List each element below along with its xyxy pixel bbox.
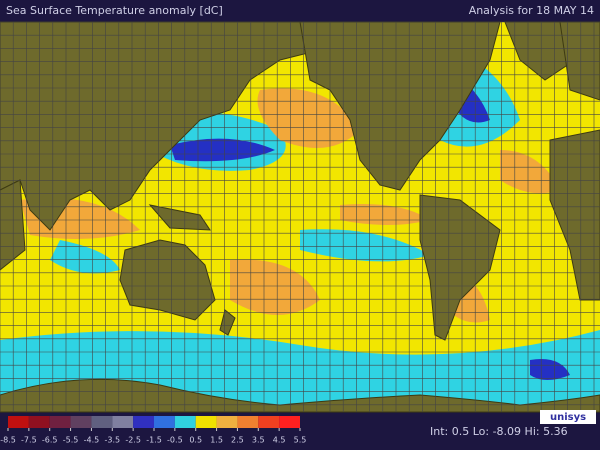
colorbar-label: -1.5 [146, 436, 162, 445]
colorbar-segment [279, 416, 300, 428]
analysis-date: Analysis for 18 MAY 14 [469, 4, 594, 17]
colorbar-segment [91, 416, 113, 428]
title: Sea Surface Temperature anomaly [dC] [6, 4, 223, 17]
colorbar-segment [258, 416, 280, 428]
colorbar-label: -7.5 [21, 436, 37, 445]
colorbar-segment [28, 416, 50, 428]
colorbar-segment [8, 416, 29, 428]
colorbar-label: -0.5 [167, 436, 183, 445]
colorbar-label: -5.5 [63, 436, 79, 445]
stats: Int: 0.5 Lo: -8.09 Hi: 5.36 [430, 425, 568, 438]
colorbar-label: 1.5 [210, 436, 223, 445]
colorbar-label: 4.5 [273, 436, 286, 445]
colorbar-label: -6.5 [42, 436, 58, 445]
lat-lon-grid [0, 21, 600, 412]
colorbar-segment [154, 416, 175, 428]
colorbar-segment [216, 416, 238, 428]
colorbar-segment [133, 416, 154, 428]
continents [0, 21, 600, 413]
colorbar-segment [49, 416, 71, 428]
map [0, 21, 600, 413]
colorbar-label: 5.5 [294, 436, 307, 445]
colorbar-label: 3.5 [252, 436, 265, 445]
colorbar: -8.5 -7.5 -6.5 -5.5 -4.5 -3.5 -2.5 -1.5 -0.5 0.5 1… [0, 416, 306, 445]
colorbar-segment [174, 416, 196, 428]
logo-box [540, 410, 596, 424]
logo: unisys [550, 412, 586, 423]
colorbar-label: 2.5 [231, 436, 244, 445]
colorbar-label: 0.5 [189, 436, 202, 445]
colorbar-label: -4.5 [84, 436, 100, 445]
colorbar-segment [70, 416, 92, 428]
colorbar-label: -3.5 [104, 436, 120, 445]
colorbar-segment [112, 416, 134, 428]
colorbar-label: -8.5 [0, 436, 16, 445]
colorbar-segment [195, 416, 217, 428]
colorbar-label: -2.5 [125, 436, 141, 445]
colorbar-segment [237, 416, 259, 428]
